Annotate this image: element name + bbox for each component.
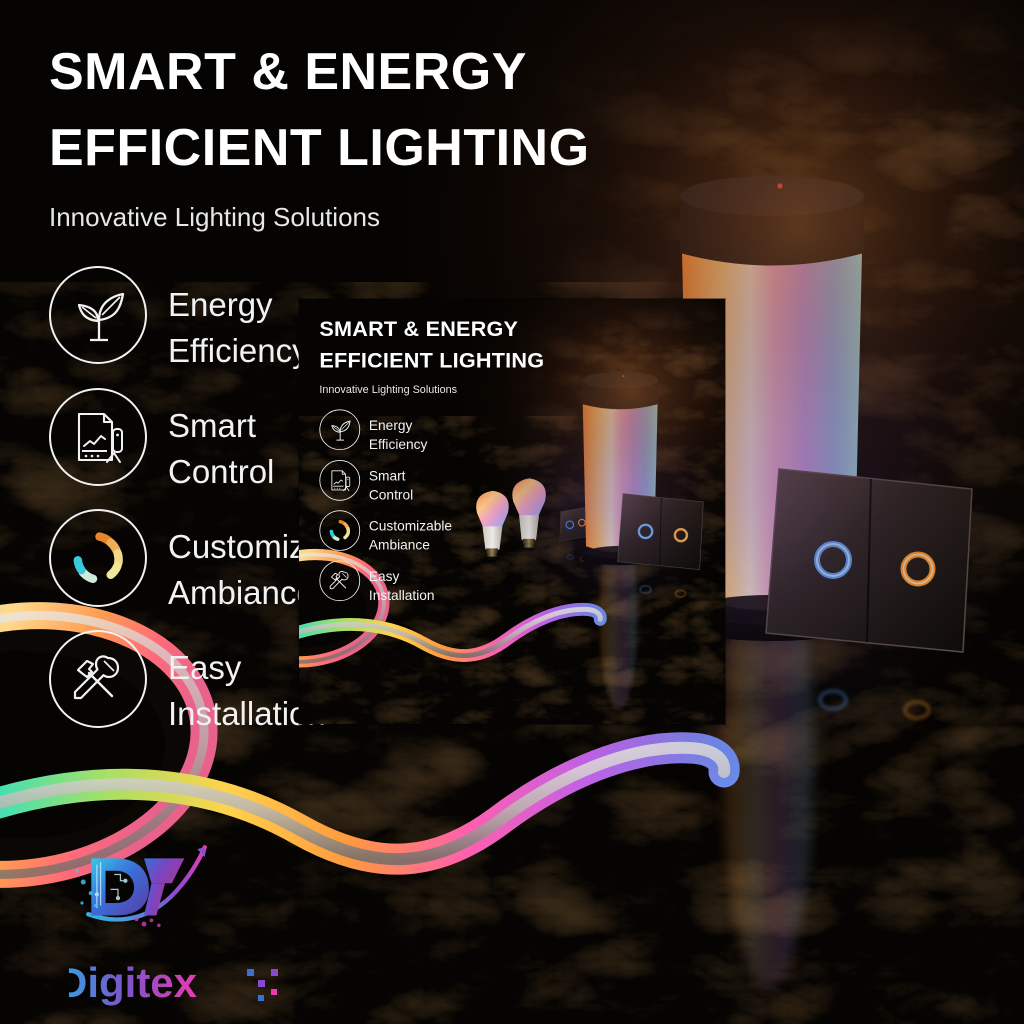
svg-text:Digitex: Digitex [69,959,198,1006]
